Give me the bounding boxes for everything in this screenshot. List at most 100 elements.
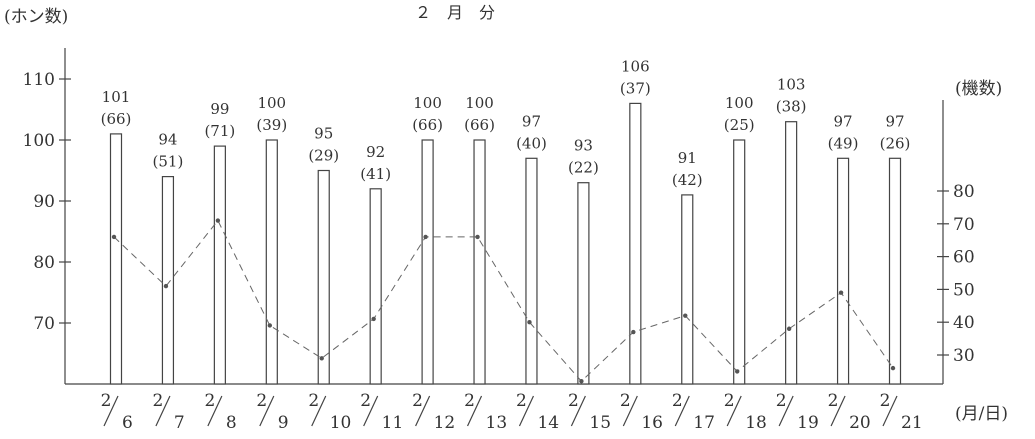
x-tick-month: 2 [412,391,423,411]
left-axis-unit: (ホン数) [4,7,68,27]
left-tick-label: 100 [23,131,55,151]
x-tick-month: 2 [672,391,683,411]
line-value-label: (40) [516,134,547,152]
x-tick-slash [363,395,379,427]
line-value-label: (66) [464,116,495,134]
line-point [111,234,117,240]
x-tick-slash [726,395,742,427]
bar-value-label: 99 [210,100,229,118]
bar [577,182,590,385]
x-tick-day: 17 [693,413,715,433]
line-point [631,329,636,335]
line-value-label: (66) [101,110,132,128]
line-value-label: (66) [412,116,443,134]
bar [888,157,902,385]
x-tick-slash [415,395,431,427]
x-tick-day: 8 [226,413,237,433]
x-tick-month: 2 [776,391,787,411]
x-tick-month: 2 [204,391,215,411]
x-tick-day: 20 [849,413,871,433]
right-tick-label: 70 [953,215,975,235]
x-tick-month: 2 [880,391,891,411]
x-tick-month: 2 [153,391,164,411]
x-tick-slash [778,395,794,427]
x-tick-slash [518,395,535,427]
x-tick-day: 6 [122,413,133,433]
x-tick-month: 2 [828,391,839,411]
x-tick-slash [622,395,638,427]
bar-value-label: 91 [678,149,697,167]
line-point [579,379,584,384]
bar [265,139,278,385]
x-tick-slash [570,395,586,427]
bar [681,194,694,385]
chart-title: ２ 月 分 [415,3,495,22]
line-value-label: (25) [724,116,755,134]
line-value-label: (37) [620,79,651,97]
bar-value-label: 100 [465,94,494,112]
line-point [683,313,688,318]
x-tick-month: 2 [568,391,579,411]
bar-value-label: 94 [158,131,177,149]
x-tick-month: 2 [724,391,735,411]
data-labels: 101 (66) 94 (51) 99 (71) 100 (39) 95 (29) 92 (41) 10… [101,57,911,188]
line-point [163,283,169,289]
x-tick-slash [311,395,327,427]
bar-value-label: 103 [777,76,806,94]
x-tick-month: 2 [101,391,112,411]
bars [109,102,902,385]
x-tick-day: 15 [589,413,611,433]
bar-value-label: 100 [257,94,286,112]
line-point [890,365,896,371]
line-point [215,218,221,223]
bar [109,133,123,385]
line-point [423,234,428,240]
right-axis-unit: (機数) [955,79,1002,99]
line-point [267,323,272,328]
x-tick-slash [103,395,119,427]
bar [213,145,226,385]
bar-value-label: 93 [574,137,593,155]
x-tick-slash [155,395,171,427]
bar [421,139,434,385]
line-value-label: (26) [880,134,911,152]
x-axis-unit: (月/日) [955,404,1008,424]
x-tick-day: 9 [278,413,289,433]
x-tick-slash [466,395,483,427]
line-value-label: (29) [308,147,339,165]
x-tick-day: 18 [745,413,767,433]
x-tick-month: 2 [464,391,475,411]
x-tick-slash [674,395,690,427]
bar [733,139,746,385]
bar [525,157,538,385]
x-tick-day: 11 [382,413,404,433]
x-tick-slash [830,395,846,427]
bar [629,102,642,385]
right-tick-label: 30 [953,346,975,366]
x-tick-month: 2 [360,391,371,411]
x-tick-day: 12 [434,413,456,433]
bar-value-label: 97 [834,112,853,130]
bar-value-label: 92 [366,143,385,161]
right-tick-label: 40 [953,313,975,333]
bar [161,176,175,385]
line-point [786,326,792,331]
line-point [735,369,740,374]
x-tick-month: 2 [620,391,631,411]
bar [473,139,486,385]
axes: 70 80 90 100 110 30 40 50 60 70 80 [23,48,975,385]
line-value-label: (71) [204,122,235,140]
left-tick-label: 70 [33,314,55,334]
left-tick-label: 80 [33,253,55,273]
x-tick-labels: 2627282921021121221321421521621721821922… [101,391,923,433]
x-tick-day: 7 [174,413,185,433]
left-tick-label: 110 [23,70,55,90]
bar-value-label: 100 [413,94,442,112]
line-point [319,356,324,361]
bar [317,169,330,385]
bar [836,157,850,385]
line-value-label: (41) [360,165,391,183]
line-point [371,316,376,322]
line-value-label: (51) [153,153,184,171]
